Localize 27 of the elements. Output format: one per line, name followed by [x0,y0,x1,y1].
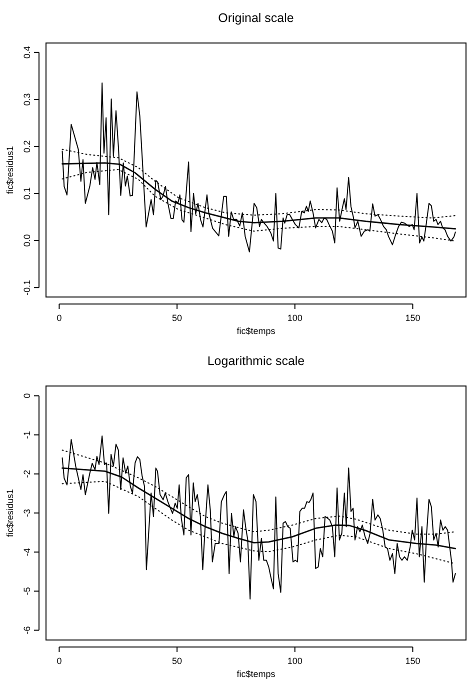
y-tick-label: -2 [22,470,32,478]
x-tick-label: 150 [405,313,420,323]
x-tick-label: 50 [172,313,182,323]
x-tick-label: 100 [287,313,302,323]
y-axis-title: fic$residus1 [5,146,15,194]
y-tick-label: 0 [22,393,32,398]
x-axis-title: fic$temps [236,326,276,336]
y-tick-label: -1 [22,430,32,439]
x-tick-label: 150 [405,656,420,666]
y-tick-label: 0.4 [22,46,32,59]
y-tick-label: 0.2 [22,140,32,153]
x-tick-label: 0 [56,313,62,323]
x-tick-label: 50 [172,656,182,666]
chart-title: Original scale [218,11,294,25]
y-tick-label: -6 [22,626,32,634]
y-tick-label: -4 [22,548,32,556]
x-tick-label: 100 [287,656,302,666]
y-tick-label: -3 [22,508,32,518]
y-tick-label: 0.1 [22,187,32,200]
y-axis-title: fic$residus1 [5,488,15,538]
x-tick-label: 0 [56,656,62,666]
y-tick-label: -5 [22,587,32,596]
x-axis-title: fic$temps [236,669,276,679]
y-tick-label: -0.1 [22,280,32,296]
y-tick-label: 0.0 [22,234,32,247]
chart-title: Logarithmic scale [207,354,305,368]
y-tick-label: 0.3 [22,93,32,106]
